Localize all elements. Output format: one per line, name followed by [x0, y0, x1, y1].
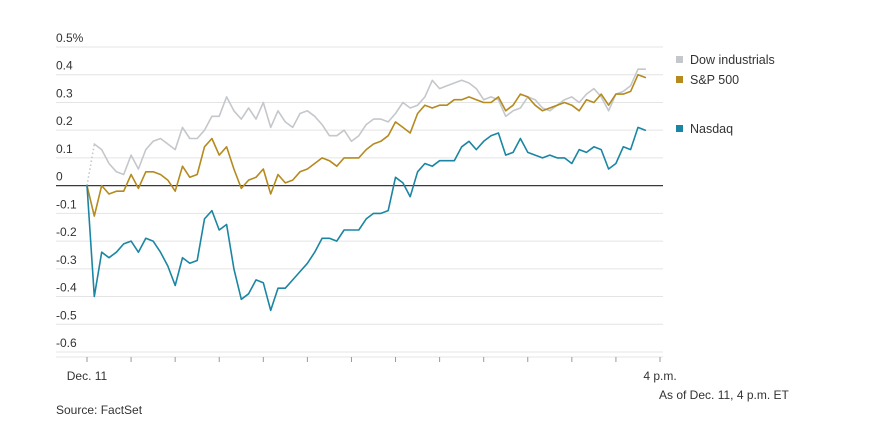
series-line-s-p-500 [86, 73, 647, 217]
x-tick-label: 4 p.m. [643, 369, 676, 383]
legend-label: Nasdaq [690, 122, 733, 136]
gridlines [56, 46, 663, 353]
y-tick-label: 0.5% [56, 31, 84, 45]
y-tick-label: -0.2 [56, 225, 77, 239]
dow-industrials-opening-segment [86, 143, 96, 186]
legend-swatch [676, 76, 683, 83]
legend: Dow industrials S&P 500 Nasdaq [676, 53, 775, 136]
as-of-note: As of Dec. 11, 4 p.m. ET [659, 388, 789, 402]
x-tick-label: Dec. 11 [67, 369, 108, 383]
y-tick-label: -0.5 [56, 308, 77, 322]
y-tick-label: 0.1 [56, 142, 73, 156]
legend-label: S&P 500 [690, 73, 739, 87]
y-tick-label: -0.3 [56, 253, 77, 267]
y-tick-label: -0.4 [56, 281, 77, 295]
legend-swatch [676, 125, 683, 132]
legend-label: Dow industrials [690, 53, 775, 67]
y-tick-label: -0.1 [56, 197, 77, 211]
y-tick-label: 0 [56, 170, 63, 184]
series-lines [86, 68, 647, 312]
y-axis: 0.5% 0.4 0.3 0.2 0.1 0 -0.1 -0.2 -0.3 -0.4 -0.5 -0.… [56, 31, 84, 350]
source-note: Source: FactSet [56, 403, 143, 417]
legend-swatch [676, 56, 683, 63]
series-line-nasdaq [86, 126, 647, 312]
y-tick-label: 0.2 [56, 114, 73, 128]
y-tick-label: 0.4 [56, 59, 73, 73]
y-tick-label: -0.6 [56, 336, 77, 350]
x-axis: Dec. 11 4 p.m. [56, 356, 677, 383]
y-tick-label: 0.3 [56, 86, 73, 100]
series-line-dow-industrials [93, 68, 647, 176]
